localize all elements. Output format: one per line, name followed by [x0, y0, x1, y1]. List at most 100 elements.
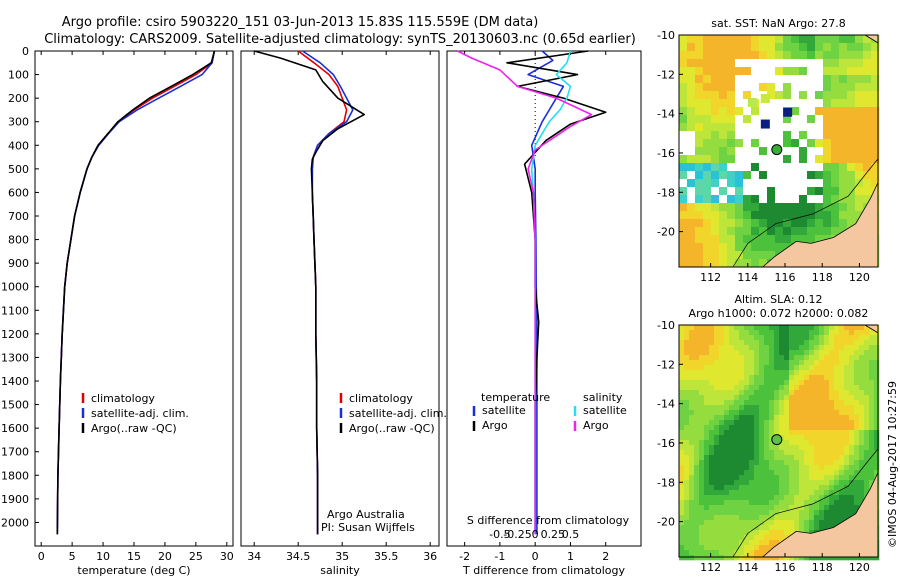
- map-cell: [849, 380, 855, 386]
- map-cell: [739, 485, 745, 491]
- map-cell: [859, 425, 865, 431]
- map-cell: [871, 139, 880, 148]
- map-cell: [695, 99, 704, 108]
- map-cell: [789, 390, 795, 396]
- map-cell: [783, 35, 792, 44]
- map-cell: [749, 445, 755, 451]
- map-cell: [704, 325, 710, 331]
- map-cell: [751, 83, 760, 92]
- map-cell: [839, 91, 848, 100]
- map-cell: [709, 405, 715, 411]
- map-cell: [749, 495, 755, 501]
- map-cell: [854, 470, 860, 476]
- map-cell: [724, 515, 730, 521]
- map-cell: [814, 345, 820, 351]
- map-cell: [724, 495, 730, 501]
- map-cell: [874, 395, 880, 401]
- map-cell: [759, 335, 765, 341]
- map-cell: [759, 545, 765, 551]
- map-cell: [789, 365, 795, 371]
- map-cell: [847, 203, 856, 212]
- map-cell: [714, 460, 720, 466]
- map-cell: [829, 330, 835, 336]
- map-cell: [804, 385, 810, 391]
- map-cell: [694, 350, 700, 356]
- map-cell: [794, 495, 800, 501]
- map-cell: [809, 465, 815, 471]
- map-cell: [711, 131, 720, 140]
- map-cell: [869, 475, 875, 481]
- map-cell: [804, 425, 810, 431]
- map-cell: [854, 455, 860, 461]
- map-cell: [699, 500, 705, 506]
- map-cell: [751, 179, 760, 188]
- map-cell: [684, 520, 690, 526]
- map-cell: [679, 515, 685, 521]
- map-cell: [769, 355, 775, 361]
- map-cell: [799, 375, 805, 381]
- map-cell: [859, 335, 865, 341]
- map-cell: [864, 350, 870, 356]
- map-cell: [679, 115, 688, 124]
- map-cell: [711, 243, 720, 252]
- map-cell: [734, 355, 740, 361]
- map-cell: [839, 345, 845, 351]
- map-cell: [744, 520, 750, 526]
- map-cell: [834, 485, 840, 491]
- map-cell: [854, 410, 860, 416]
- map-cell: [849, 485, 855, 491]
- map-cell: [724, 425, 730, 431]
- map-cell: [789, 415, 795, 421]
- map-cell: [824, 465, 830, 471]
- map-cell: [764, 430, 770, 436]
- map-cell: [767, 187, 776, 196]
- map-cell: [769, 400, 775, 406]
- map-cell: [794, 330, 800, 336]
- map-cell: [799, 107, 808, 116]
- map-cell: [783, 227, 792, 236]
- map-cell: [709, 430, 715, 436]
- map-cell: [819, 360, 825, 366]
- map-cell: [834, 465, 840, 471]
- map-cell: [791, 211, 800, 220]
- map-frame: [678, 324, 879, 558]
- map-cell: [871, 147, 880, 156]
- map-cell: [774, 395, 780, 401]
- y-tick-label: 1000: [1, 281, 29, 294]
- map-cell: [734, 555, 740, 561]
- map-cell: [779, 430, 785, 436]
- x-tick-label: 114: [737, 561, 758, 574]
- map-cell: [839, 400, 845, 406]
- map-cell: [759, 515, 765, 521]
- map-cell: [854, 435, 860, 441]
- map-cell: [789, 370, 795, 376]
- map-cell: [774, 455, 780, 461]
- map-cell: [815, 67, 824, 76]
- bathymetry-contour: [732, 448, 879, 558]
- map-cell: [684, 455, 690, 461]
- map-cell: [704, 550, 710, 556]
- map-cell: [767, 91, 776, 100]
- map-cell: [789, 325, 795, 331]
- map-cell: [799, 525, 805, 531]
- map-cell: [724, 435, 730, 441]
- map-cell: [844, 475, 850, 481]
- map-cell: [679, 415, 685, 421]
- map-cell: [687, 107, 696, 116]
- map-cell: [824, 405, 830, 411]
- map-cell: [727, 155, 736, 164]
- map-cell: [839, 365, 845, 371]
- map-cell: [689, 530, 695, 536]
- map-cell: [794, 380, 800, 386]
- map-cell: [714, 465, 720, 471]
- map-cell: [729, 340, 735, 346]
- map-cell: [719, 550, 725, 556]
- map-cell: [849, 490, 855, 496]
- map-cell: [751, 147, 760, 156]
- map-cell: [783, 131, 792, 140]
- map-cell: [839, 420, 845, 426]
- map-cell: [711, 115, 720, 124]
- map-cell: [714, 520, 720, 526]
- map-cell: [824, 495, 830, 501]
- map-cell: [764, 515, 770, 521]
